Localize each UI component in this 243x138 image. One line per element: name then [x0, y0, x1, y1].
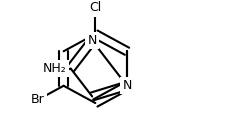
Text: N: N — [122, 79, 132, 92]
Text: Br: Br — [31, 93, 45, 106]
Text: NH₂: NH₂ — [43, 62, 67, 75]
Text: N: N — [122, 79, 132, 92]
Text: Cl: Cl — [89, 1, 101, 14]
Text: N: N — [87, 34, 97, 47]
